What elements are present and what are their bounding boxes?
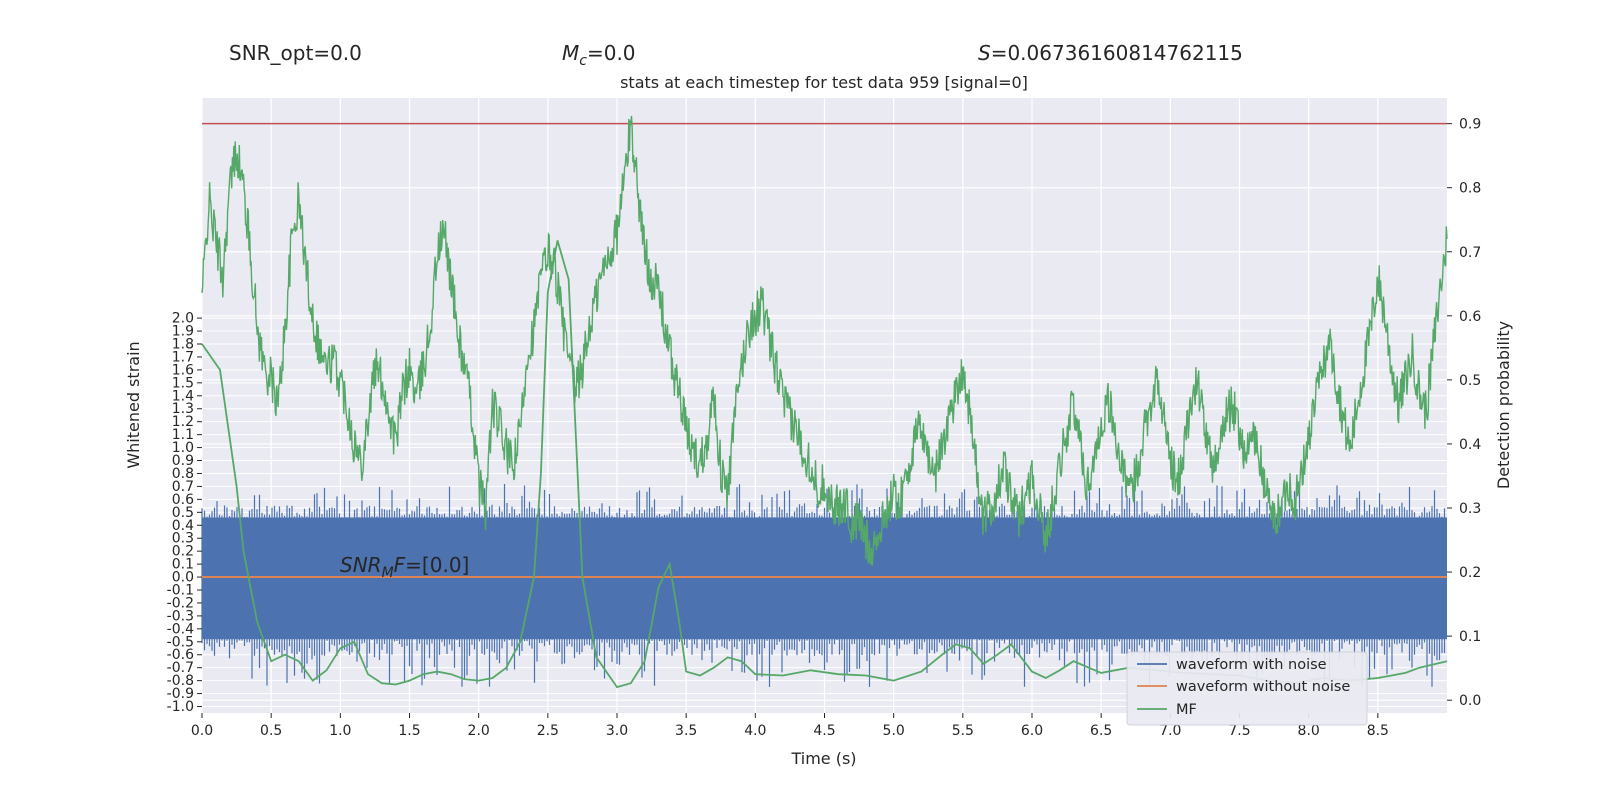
- tick-label-right-0: 0.0: [1459, 693, 1481, 709]
- y-ticks-left: -1.0-0.9-0.8-0.7-0.6-0.5-0.4-0.3-0.2-0.1…: [167, 311, 202, 715]
- tick-label-x-15: 7.5: [1228, 723, 1250, 739]
- tick-label-right-1: 0.1: [1459, 629, 1481, 645]
- tick-label-x-0: 0.0: [191, 723, 213, 739]
- tick-label-left-3: -0.7: [167, 660, 194, 676]
- tick-label-x-9: 4.5: [813, 723, 835, 739]
- tick-label-left-8: -0.2: [167, 595, 194, 611]
- tick-label-left-12: 0.2: [172, 544, 194, 560]
- tick-label-left-22: 1.2: [172, 414, 194, 430]
- tick-label-left-4: -0.6: [167, 647, 194, 663]
- tick-label-x-6: 3.0: [606, 723, 628, 739]
- tick-label-left-21: 1.1: [172, 427, 194, 443]
- detection-probability-line: [201, 115, 1448, 566]
- stat-snr-opt: SNR_opt=0.0: [229, 41, 362, 65]
- tick-label-right-5: 0.5: [1459, 373, 1481, 389]
- tick-label-left-10: 0.0: [172, 570, 194, 586]
- tick-label-left-30: 2.0: [172, 311, 194, 327]
- tick-label-left-6: -0.4: [167, 621, 194, 637]
- tick-label-left-9: -0.1: [167, 583, 194, 599]
- snr-mf-annotation: SNRMF=[0.0]: [340, 553, 469, 581]
- tick-label-left-16: 0.6: [172, 492, 194, 508]
- x-axis-label: Time (s): [790, 749, 856, 768]
- tick-label-left-27: 1.7: [172, 349, 194, 365]
- tick-label-right-8: 0.8: [1459, 181, 1481, 197]
- legend-label-mf: MF: [1176, 702, 1197, 718]
- tick-label-left-11: 0.1: [172, 557, 194, 573]
- tick-label-x-13: 6.5: [1090, 723, 1112, 739]
- legend-box: [1126, 651, 1368, 726]
- stat-chirp-mass: Mc=0.0: [562, 41, 636, 69]
- tick-label-left-1: -0.9: [167, 686, 194, 702]
- tick-label-x-11: 5.5: [952, 723, 974, 739]
- legend: waveform with noise waveform without noi…: [1126, 651, 1368, 726]
- tick-label-right-3: 0.3: [1459, 501, 1481, 517]
- tick-label-left-2: -0.8: [167, 673, 194, 689]
- tick-label-left-25: 1.5: [172, 375, 194, 391]
- y-axis-label-left: Whitened strain: [124, 341, 143, 468]
- tick-label-left-18: 0.8: [172, 466, 194, 482]
- chart-title: stats at each timestep for test data 959…: [620, 73, 1028, 92]
- tick-label-right-9: 0.9: [1459, 117, 1481, 133]
- tick-label-left-5: -0.5: [167, 634, 194, 650]
- tick-label-left-15: 0.5: [172, 505, 194, 521]
- tick-label-left-24: 1.4: [172, 388, 194, 404]
- tick-label-x-17: 8.5: [1367, 723, 1389, 739]
- tick-label-left-28: 1.8: [172, 337, 194, 353]
- tick-label-x-1: 0.5: [260, 723, 282, 739]
- y-ticks-right: 0.0 0.1 0.2 0.3 0.4 0.5 0.6 0.7 0.8 0.9: [1447, 117, 1481, 709]
- tick-label-left-17: 0.7: [172, 479, 194, 495]
- tick-label-x-16: 8.0: [1298, 723, 1320, 739]
- tick-label-right-4: 0.4: [1459, 437, 1481, 453]
- stat-score: S=0.06736160814762115: [978, 41, 1243, 65]
- tick-label-left-14: 0.4: [172, 518, 194, 534]
- tick-label-left-19: 0.9: [172, 453, 194, 469]
- tick-label-x-7: 3.5: [675, 723, 697, 739]
- tick-label-x-12: 6.0: [1021, 723, 1043, 739]
- tick-label-left-26: 1.6: [172, 362, 194, 378]
- tick-label-x-10: 5.0: [883, 723, 905, 739]
- tick-label-right-6: 0.6: [1459, 309, 1481, 325]
- tick-label-left-7: -0.3: [167, 608, 194, 624]
- tick-label-left-23: 1.3: [172, 401, 194, 417]
- tick-label-left-29: 1.9: [172, 324, 194, 340]
- y-axis-label-right: Detection probability: [1494, 321, 1513, 489]
- tick-label-x-14: 7.0: [1159, 723, 1181, 739]
- legend-label-clean: waveform without noise: [1176, 679, 1350, 695]
- tick-label-left-13: 0.3: [172, 531, 194, 547]
- tick-label-right-7: 0.7: [1459, 245, 1481, 261]
- noise-series: [201, 484, 1447, 687]
- tick-label-x-5: 2.5: [537, 723, 559, 739]
- legend-label-noise: waveform with noise: [1176, 657, 1327, 673]
- tick-label-x-2: 1.0: [329, 723, 351, 739]
- tick-label-x-3: 1.5: [398, 723, 420, 739]
- x-ticks: 0.0 0.5 1.0 1.5 2.0 2.5 3.0 3.5 4.0 4.5 5.0 5.5 6.0 6…: [191, 713, 1389, 739]
- tick-label-left-0: -1.0: [167, 699, 194, 715]
- tick-label-x-4: 2.0: [468, 723, 490, 739]
- tick-label-left-20: 1.0: [172, 440, 194, 456]
- line-series: [201, 115, 1448, 689]
- tick-label-x-8: 4.0: [744, 723, 766, 739]
- tick-label-right-2: 0.2: [1459, 565, 1481, 581]
